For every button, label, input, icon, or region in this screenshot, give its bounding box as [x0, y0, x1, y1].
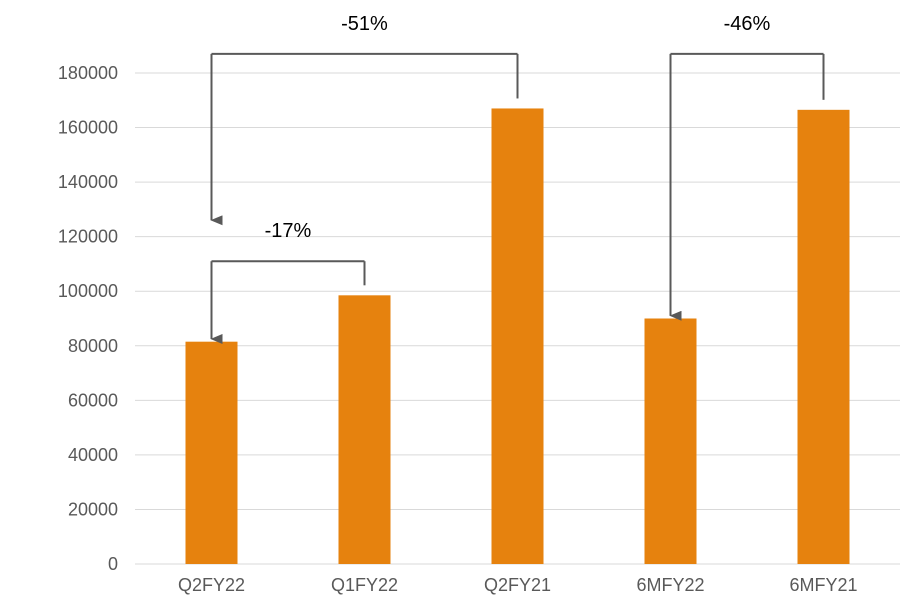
annotation-label: -51%	[341, 13, 388, 35]
change-annotations: -51% -17% -46%	[210, 13, 825, 344]
y-tick-label: 80000	[68, 336, 118, 356]
y-tick-label: 100000	[58, 281, 118, 301]
y-tick-label: 140000	[58, 172, 118, 192]
x-tick-label: 6MFY21	[789, 575, 857, 595]
y-tick-label: 180000	[58, 63, 118, 83]
y-tick-label: 0	[108, 554, 118, 574]
annotation-label: -46%	[724, 13, 771, 35]
x-tick-label: Q2FY21	[484, 575, 551, 595]
x-tick-label: Q2FY22	[178, 575, 245, 595]
bar	[338, 295, 391, 564]
y-tick-label: 60000	[68, 390, 118, 410]
bars	[185, 108, 850, 564]
annotation-label: -17%	[265, 220, 312, 242]
bar	[491, 108, 544, 564]
change-annotation: -46%	[669, 13, 825, 321]
change-annotation: -17%	[210, 220, 366, 344]
y-tick-label: 40000	[68, 445, 118, 465]
x-axis-ticks: Q2FY22 Q1FY22 Q2FY21 6MFY22 6MFY21	[178, 575, 858, 595]
y-axis-ticks: 0 20000 40000 60000 80000 100000 120000 140000 1…	[58, 63, 118, 574]
x-tick-label: 6MFY22	[636, 575, 704, 595]
change-annotation: -51%	[210, 13, 519, 226]
y-tick-label: 120000	[58, 227, 118, 247]
y-tick-label: 20000	[68, 499, 118, 519]
y-tick-label: 160000	[58, 118, 118, 138]
bar	[797, 109, 850, 564]
bar	[644, 318, 697, 564]
x-tick-label: Q1FY22	[331, 575, 398, 595]
bar	[185, 341, 238, 564]
